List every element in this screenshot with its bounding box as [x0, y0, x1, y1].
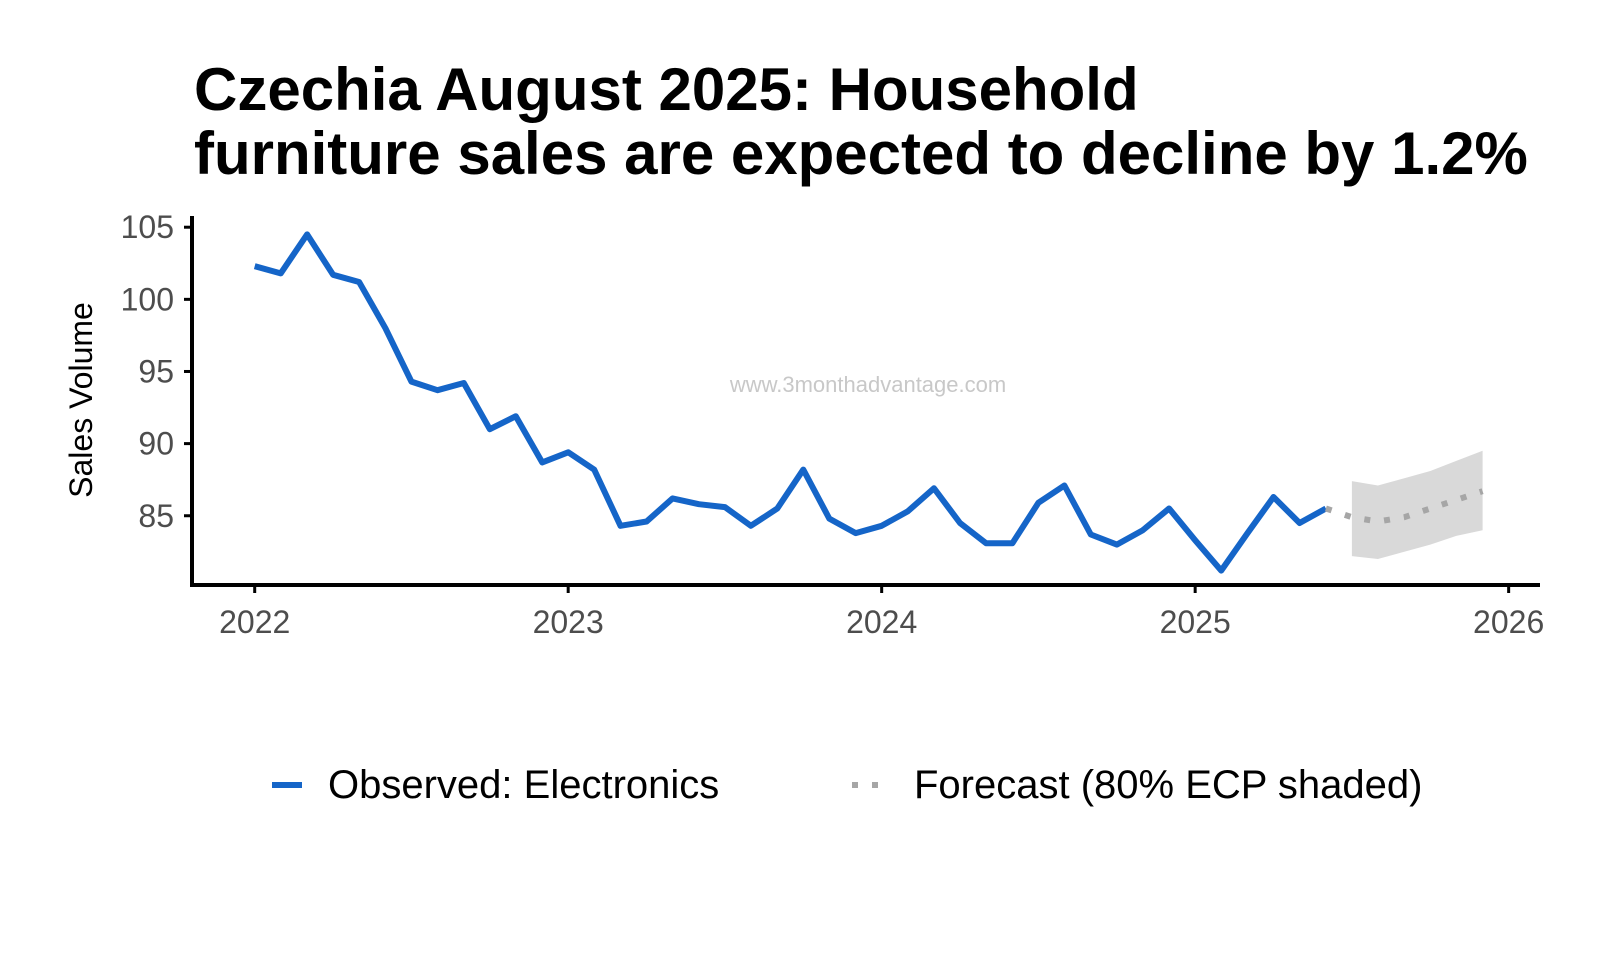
y-axis-ticks: 85 90 95 100 105 [121, 209, 192, 534]
x-tick-label: 2022 [219, 604, 290, 640]
forecast-interval-band [1351, 450, 1483, 559]
series-line-observed [253, 231, 1328, 574]
watermark: www.3monthadvantage.com [729, 372, 1006, 397]
axes-layer [190, 216, 1540, 587]
series-lines-layer [253, 231, 1484, 574]
legend-label-forecast: Forecast (80% ECP shaded) [914, 762, 1423, 807]
legend-key-dotted-line-icon [852, 782, 882, 788]
x-tick-label: 2023 [533, 604, 604, 640]
chart-title-line-1: Czechia August 2025: Household [194, 56, 1139, 123]
legend-item-forecast: Forecast (80% ECP shaded) [850, 755, 1422, 815]
y-tick-label: 90 [138, 426, 174, 462]
x-axis-ticks: 2022 2023 2024 2025 2026 [219, 585, 1544, 640]
x-tick-label: 2024 [846, 604, 917, 640]
forecast-band-layer [1351, 450, 1483, 559]
y-tick-label: 85 [138, 498, 174, 534]
y-tick-label: 100 [121, 281, 174, 317]
x-tick-label: 2025 [1160, 604, 1231, 640]
x-tick-label: 2026 [1473, 604, 1544, 640]
legend-label-observed: Observed: Electronics [328, 762, 720, 807]
chart-title: Czechia August 2025: Household furniture… [194, 58, 1594, 186]
y-tick-label: 95 [138, 353, 174, 389]
y-axis-label: Sales Volume [63, 302, 99, 498]
series-line-forecast [1324, 488, 1484, 525]
chart-title-line-2: furniture sales are expected to decline … [194, 120, 1528, 187]
legend-item-observed: Observed: Electronics [270, 755, 719, 815]
legend-key-solid-line-icon [272, 782, 302, 788]
y-tick-label: 105 [121, 209, 174, 245]
legend: Observed: Electronics Forecast (80% ECP … [0, 755, 1600, 815]
